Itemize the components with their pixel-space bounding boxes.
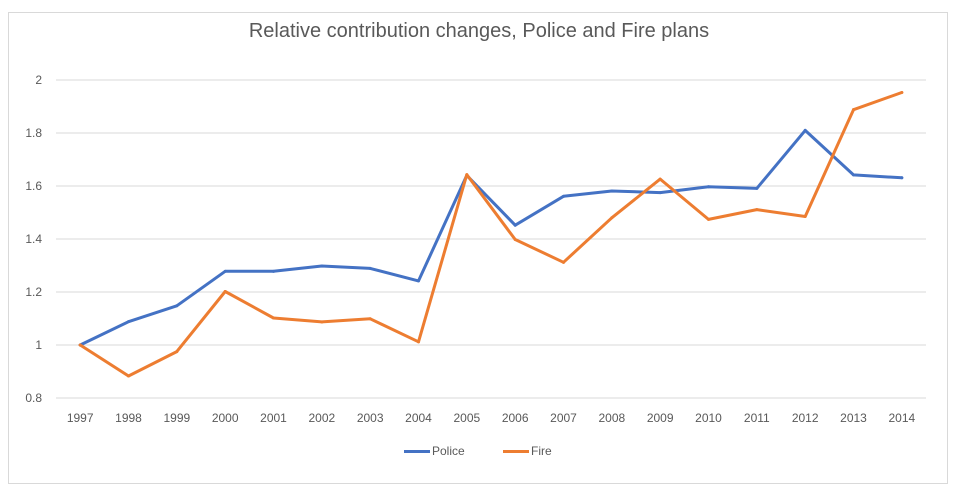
data-point-police xyxy=(803,128,807,132)
data-point-police xyxy=(707,185,710,189)
x-tick-label: 2014 xyxy=(888,411,915,425)
x-tick-label: 1997 xyxy=(67,411,94,425)
data-point-fire xyxy=(272,316,275,320)
x-tick-label: 2011 xyxy=(744,411,770,425)
data-point-fire xyxy=(803,214,807,218)
x-tick-label: 2010 xyxy=(695,411,722,425)
legend-swatch-police xyxy=(404,449,430,453)
data-point-police xyxy=(562,194,565,198)
x-tick-label: 2000 xyxy=(212,411,239,425)
x-tick-label: 2007 xyxy=(550,411,577,425)
legend-item-fire: Fire xyxy=(503,444,552,458)
data-point-fire xyxy=(658,177,662,181)
x-tick-label: 2003 xyxy=(357,411,384,425)
data-point-police xyxy=(223,269,227,273)
data-point-police xyxy=(127,320,130,324)
data-point-fire xyxy=(513,238,517,242)
data-point-police xyxy=(175,304,179,308)
y-tick-label: 1.6 xyxy=(25,179,42,193)
data-point-fire xyxy=(78,343,82,347)
data-point-fire xyxy=(127,374,130,378)
chart-legend: Police Fire xyxy=(0,444,958,464)
series-line-police xyxy=(78,128,904,347)
data-point-police xyxy=(852,173,855,177)
y-tick-label: 1 xyxy=(35,338,42,352)
data-point-fire xyxy=(368,317,372,321)
y-tick-label: 1.4 xyxy=(25,232,42,246)
x-tick-label: 2004 xyxy=(405,411,432,425)
data-point-fire xyxy=(852,108,855,112)
x-tick-label: 2006 xyxy=(502,411,529,425)
x-tick-label: 2005 xyxy=(453,411,480,425)
x-tick-label: 2009 xyxy=(647,411,674,425)
data-point-police xyxy=(320,264,324,268)
x-tick-label: 2001 xyxy=(260,411,287,425)
data-point-police xyxy=(658,191,662,195)
x-tick-label: 1998 xyxy=(115,411,142,425)
data-point-fire xyxy=(707,217,710,221)
data-point-police xyxy=(755,186,759,190)
legend-swatch-fire xyxy=(503,449,529,453)
y-tick-label: 0.8 xyxy=(25,391,42,405)
x-tick-label: 2008 xyxy=(598,411,625,425)
y-tick-label: 1.2 xyxy=(25,285,42,299)
data-point-fire xyxy=(320,320,324,324)
data-point-police xyxy=(368,266,372,270)
y-tick-label: 2 xyxy=(35,73,42,87)
data-point-fire xyxy=(610,216,614,220)
data-point-police xyxy=(610,189,614,193)
legend-label-fire: Fire xyxy=(531,444,552,458)
data-point-fire xyxy=(562,260,565,264)
data-point-fire xyxy=(223,289,227,293)
x-tick-label: 2002 xyxy=(308,411,335,425)
data-point-fire xyxy=(417,340,420,344)
legend-item-police: Police xyxy=(404,444,465,458)
data-point-fire xyxy=(755,208,759,212)
data-point-police xyxy=(272,269,275,273)
series-line-fire xyxy=(78,91,904,378)
chart-frame xyxy=(8,12,948,484)
data-point-police xyxy=(900,176,904,180)
data-point-fire xyxy=(175,350,179,354)
data-point-police xyxy=(417,279,420,283)
data-point-fire xyxy=(465,173,469,177)
data-point-police xyxy=(513,223,517,227)
x-tick-label: 2013 xyxy=(840,411,867,425)
x-tick-label: 2012 xyxy=(792,411,819,425)
legend-label-police: Police xyxy=(432,444,465,458)
chart-title: Relative contribution changes, Police an… xyxy=(248,20,710,42)
x-tick-label: 1999 xyxy=(163,411,190,425)
y-tick-label: 1.8 xyxy=(25,126,42,140)
data-point-fire xyxy=(900,90,904,94)
